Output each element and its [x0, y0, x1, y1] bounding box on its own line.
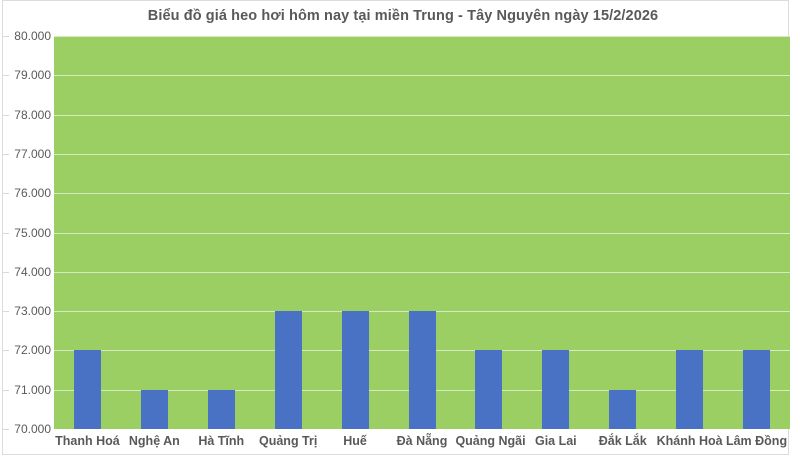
y-axis-label: 72.000: [14, 343, 51, 358]
y-axis-tick: [3, 271, 9, 273]
gridline: [54, 271, 790, 273]
y-axis-tick: [3, 429, 9, 430]
y-axis-tick: [3, 36, 9, 37]
bar-quảng-ngãi: [475, 350, 503, 429]
y-axis-tick: [3, 153, 9, 155]
x-axis-label: Lâm Đồng: [725, 434, 788, 448]
x-axis-label: Huế: [343, 434, 367, 448]
y-axis-tick: [3, 232, 9, 234]
bar-huế: [341, 311, 369, 429]
y-axis-label: 70.000: [14, 422, 51, 436]
gridline: [54, 114, 790, 116]
gridline: [54, 75, 790, 77]
gridline: [54, 153, 790, 155]
x-axis-label: Khánh Hoà: [656, 434, 723, 448]
bar-đắk-lắk: [609, 389, 637, 429]
y-axis-tick: [3, 350, 9, 352]
y-axis-label: 75.000: [14, 225, 51, 240]
y-axis-label: 73.000: [14, 304, 51, 319]
bar-gia-lai: [542, 350, 570, 429]
y-axis-tick: [3, 75, 9, 77]
x-axis-label: Gia Lai: [534, 434, 577, 448]
y-axis-label: 80.000: [14, 29, 51, 43]
y-axis-label: 74.000: [14, 264, 51, 279]
gridline: [54, 193, 790, 195]
bar-khánh-hoà: [676, 350, 704, 429]
x-axis-label: Đắk Lắk: [598, 434, 647, 448]
y-axis-label: 78.000: [14, 107, 51, 122]
bar-đà-nẵng: [408, 311, 436, 429]
x-axis-label: Đà Nẵng: [396, 434, 448, 448]
bar-nghệ-an: [140, 389, 168, 429]
gridline: [54, 36, 790, 37]
chart-title: Biểu đồ giá heo hơi hôm nay tại miền Tru…: [147, 8, 659, 24]
y-axis-label: 76.000: [14, 186, 51, 201]
plot-area: [54, 36, 790, 429]
bar-lâm-đồng: [743, 350, 771, 429]
bar-hà-tĩnh: [207, 389, 235, 429]
gridline: [54, 232, 790, 234]
bar-thanh-hoá: [73, 350, 101, 429]
x-axis-label: Quảng Trị: [259, 434, 318, 448]
x-axis-label: Nghệ An: [128, 434, 180, 448]
bar-quảng-trị: [274, 311, 302, 429]
chart-container: Biểu đồ giá heo hơi hôm nay tại miền Tru…: [2, 0, 790, 455]
y-axis-label: 71.000: [14, 382, 51, 397]
x-axis-label: Hà Tĩnh: [198, 434, 245, 448]
y-axis-label: 77.000: [14, 146, 51, 161]
x-axis-label: Thanh Hoá: [55, 434, 120, 448]
y-axis-tick: [3, 389, 9, 391]
x-axis-label: Quảng Ngãi: [455, 434, 526, 448]
y-axis-tick: [3, 114, 9, 116]
y-axis-label: 79.000: [14, 68, 51, 83]
y-axis-tick: [3, 311, 9, 313]
y-axis-tick: [3, 193, 9, 195]
